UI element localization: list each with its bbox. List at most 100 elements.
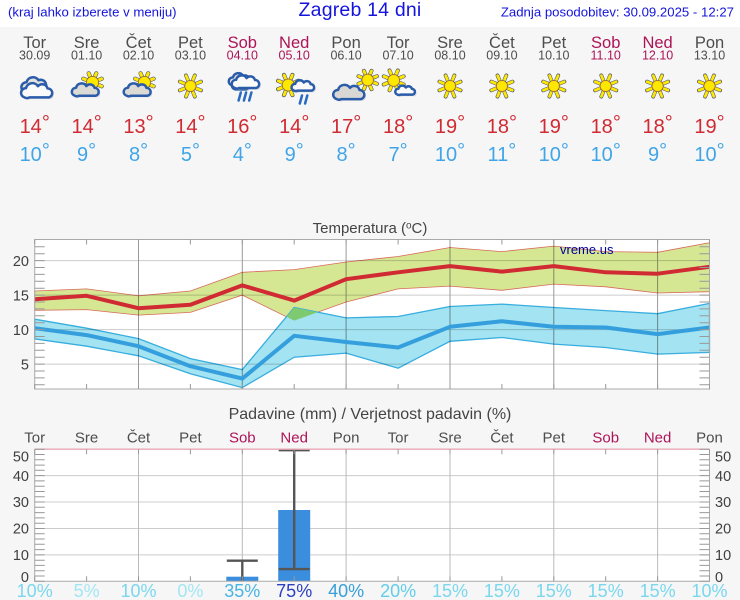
svg-text:50: 50 — [715, 449, 731, 465]
svg-text:Tor: Tor — [387, 34, 410, 52]
svg-text:30: 30 — [715, 495, 731, 511]
svg-text:0%: 0% — [177, 581, 203, 600]
svg-text:4°: 4° — [233, 140, 252, 166]
svg-text:14°: 14° — [279, 112, 309, 138]
svg-text:Sob: Sob — [229, 430, 256, 447]
svg-text:02.10: 02.10 — [123, 49, 154, 63]
svg-text:10: 10 — [13, 323, 29, 339]
svg-text:Ned: Ned — [279, 34, 309, 52]
svg-text:18°: 18° — [383, 112, 413, 138]
svg-text:10°: 10° — [591, 140, 621, 166]
svg-text:13.10: 13.10 — [694, 49, 725, 63]
svg-text:Sob: Sob — [591, 34, 620, 52]
svg-text:Temperatura (oC): Temperatura (oC) — [313, 220, 428, 237]
svg-text:Tor: Tor — [388, 430, 409, 447]
svg-text:30: 30 — [13, 495, 29, 511]
svg-text:16°: 16° — [227, 112, 257, 138]
svg-text:50: 50 — [13, 449, 29, 465]
svg-text:10: 10 — [715, 548, 731, 564]
svg-text:15%: 15% — [588, 581, 624, 600]
svg-text:Sre: Sre — [75, 430, 98, 447]
svg-text:11°: 11° — [488, 140, 517, 166]
svg-text:40: 40 — [13, 469, 29, 485]
svg-text:20: 20 — [13, 522, 29, 538]
svg-text:14°: 14° — [175, 112, 205, 138]
svg-text:18°: 18° — [642, 112, 672, 138]
svg-text:20: 20 — [13, 254, 29, 270]
svg-text:05.10: 05.10 — [279, 49, 310, 63]
svg-text:08.10: 08.10 — [434, 49, 465, 63]
svg-text:Pet: Pet — [543, 430, 566, 447]
svg-text:13°: 13° — [123, 112, 153, 138]
svg-text:15%: 15% — [536, 581, 572, 600]
svg-text:Pet: Pet — [541, 34, 566, 52]
svg-text:09.10: 09.10 — [486, 49, 517, 63]
svg-text:14°: 14° — [71, 112, 101, 138]
svg-text:11.10: 11.10 — [591, 49, 621, 63]
svg-text:10%: 10% — [120, 581, 156, 600]
svg-text:Padavine (mm) / Verjetnost pad: Padavine (mm) / Verjetnost padavin (%) — [229, 406, 512, 423]
svg-text:Zagreb 14 dni: Zagreb 14 dni — [299, 0, 422, 21]
svg-text:01.10: 01.10 — [71, 49, 102, 63]
svg-text:10°: 10° — [539, 140, 569, 166]
svg-text:06.10: 06.10 — [330, 49, 361, 63]
svg-text:0: 0 — [715, 570, 723, 586]
svg-text:8°: 8° — [129, 140, 148, 166]
svg-text:10: 10 — [13, 548, 29, 564]
svg-text:Ned: Ned — [644, 430, 672, 447]
svg-text:Pon: Pon — [695, 34, 724, 52]
svg-text:18°: 18° — [487, 112, 517, 138]
svg-text:vreme.us: vreme.us — [560, 242, 614, 257]
svg-text:8°: 8° — [337, 140, 356, 166]
svg-text:35%: 35% — [224, 581, 260, 600]
svg-text:20: 20 — [715, 522, 731, 538]
svg-text:75%: 75% — [276, 581, 312, 600]
svg-text:9°: 9° — [77, 140, 96, 166]
svg-text:10°: 10° — [694, 140, 724, 166]
svg-text:5°: 5° — [181, 140, 200, 166]
svg-text:(kraj lahko izberete v meniju): (kraj lahko izberete v meniju) — [8, 4, 177, 19]
svg-text:10%: 10% — [691, 581, 727, 600]
svg-text:Čet: Čet — [490, 430, 514, 447]
svg-text:19°: 19° — [435, 112, 465, 138]
svg-text:15%: 15% — [640, 581, 676, 600]
svg-text:Ned: Ned — [642, 34, 672, 52]
svg-text:Čet: Čet — [126, 33, 152, 52]
svg-text:Pon: Pon — [333, 430, 360, 447]
svg-text:03.10: 03.10 — [175, 49, 206, 63]
svg-text:17°: 17° — [331, 112, 361, 138]
svg-text:30.09: 30.09 — [19, 49, 50, 63]
svg-text:Pon: Pon — [331, 34, 360, 52]
svg-text:12.10: 12.10 — [642, 49, 673, 63]
svg-text:18°: 18° — [591, 112, 621, 138]
svg-text:Tor: Tor — [24, 430, 45, 447]
svg-text:9°: 9° — [285, 140, 304, 166]
svg-text:Sre: Sre — [438, 430, 461, 447]
svg-text:Pet: Pet — [178, 34, 203, 52]
svg-text:Pon: Pon — [696, 430, 723, 447]
svg-text:15: 15 — [13, 288, 29, 304]
svg-text:19°: 19° — [539, 112, 569, 138]
svg-text:Čet: Čet — [127, 430, 151, 447]
svg-text:15%: 15% — [484, 581, 520, 600]
svg-text:7°: 7° — [389, 140, 408, 166]
svg-text:20%: 20% — [380, 581, 416, 600]
svg-text:Tor: Tor — [23, 34, 46, 52]
svg-text:9°: 9° — [648, 140, 667, 166]
svg-text:04.10: 04.10 — [227, 49, 258, 63]
svg-text:5: 5 — [21, 357, 29, 373]
svg-text:0: 0 — [21, 570, 29, 586]
svg-text:07.10: 07.10 — [382, 49, 413, 63]
svg-text:5%: 5% — [74, 581, 100, 600]
svg-text:Čet: Čet — [489, 33, 515, 52]
svg-text:19°: 19° — [694, 112, 724, 138]
svg-text:Zadnja posodobitev: 30.09.2025: Zadnja posodobitev: 30.09.2025 - 12:27 — [501, 4, 734, 19]
svg-text:Ned: Ned — [280, 430, 308, 447]
svg-text:40%: 40% — [328, 581, 364, 600]
svg-text:Pet: Pet — [179, 430, 202, 447]
svg-text:Sob: Sob — [592, 430, 619, 447]
svg-text:Sre: Sre — [437, 34, 463, 52]
svg-text:40: 40 — [715, 469, 731, 485]
svg-text:15%: 15% — [432, 581, 468, 600]
svg-text:Sob: Sob — [228, 34, 257, 52]
